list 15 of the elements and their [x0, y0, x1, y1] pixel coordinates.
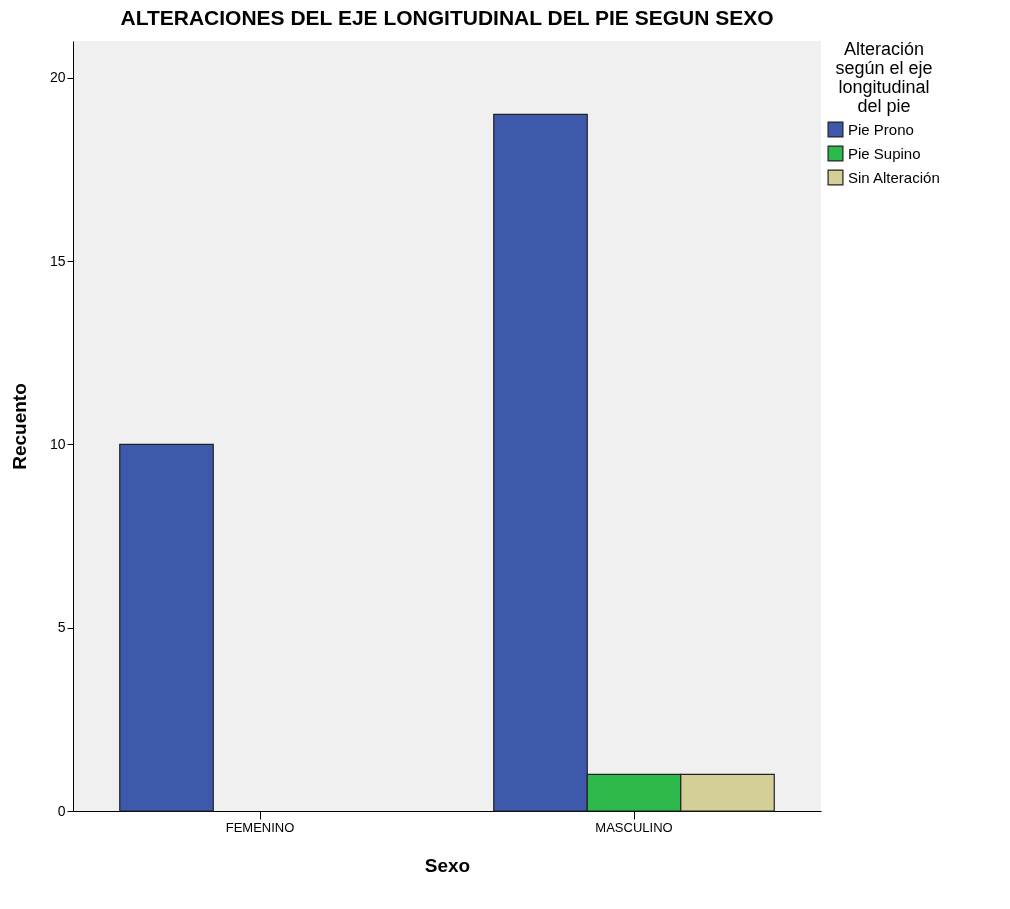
legend-label: Sin Alteración	[848, 168, 940, 186]
y-tick-label: 20	[49, 69, 66, 86]
y-tick-label: 5	[57, 619, 66, 636]
y-tick-label: 10	[49, 435, 66, 452]
legend-title: Alteración según el eje longitudinal del pie	[835, 39, 933, 116]
x-axis-title: Sexo	[424, 854, 471, 876]
x-tick-label: MASCULINO	[595, 819, 673, 835]
x-tick-label: FEMENINO	[225, 819, 295, 835]
y-tick-label: 15	[49, 252, 66, 269]
y-axis-title: Recuento	[8, 383, 30, 470]
legend-label: Pie Prono	[848, 120, 914, 138]
y-tick-label: 0	[57, 802, 66, 819]
bar	[119, 443, 214, 812]
legend-label: Pie Supino	[848, 144, 921, 162]
chart-title: ALTERACIONES DEL EJE LONGITUDINAL DEL PIE SEGUN SEXO	[120, 6, 774, 29]
